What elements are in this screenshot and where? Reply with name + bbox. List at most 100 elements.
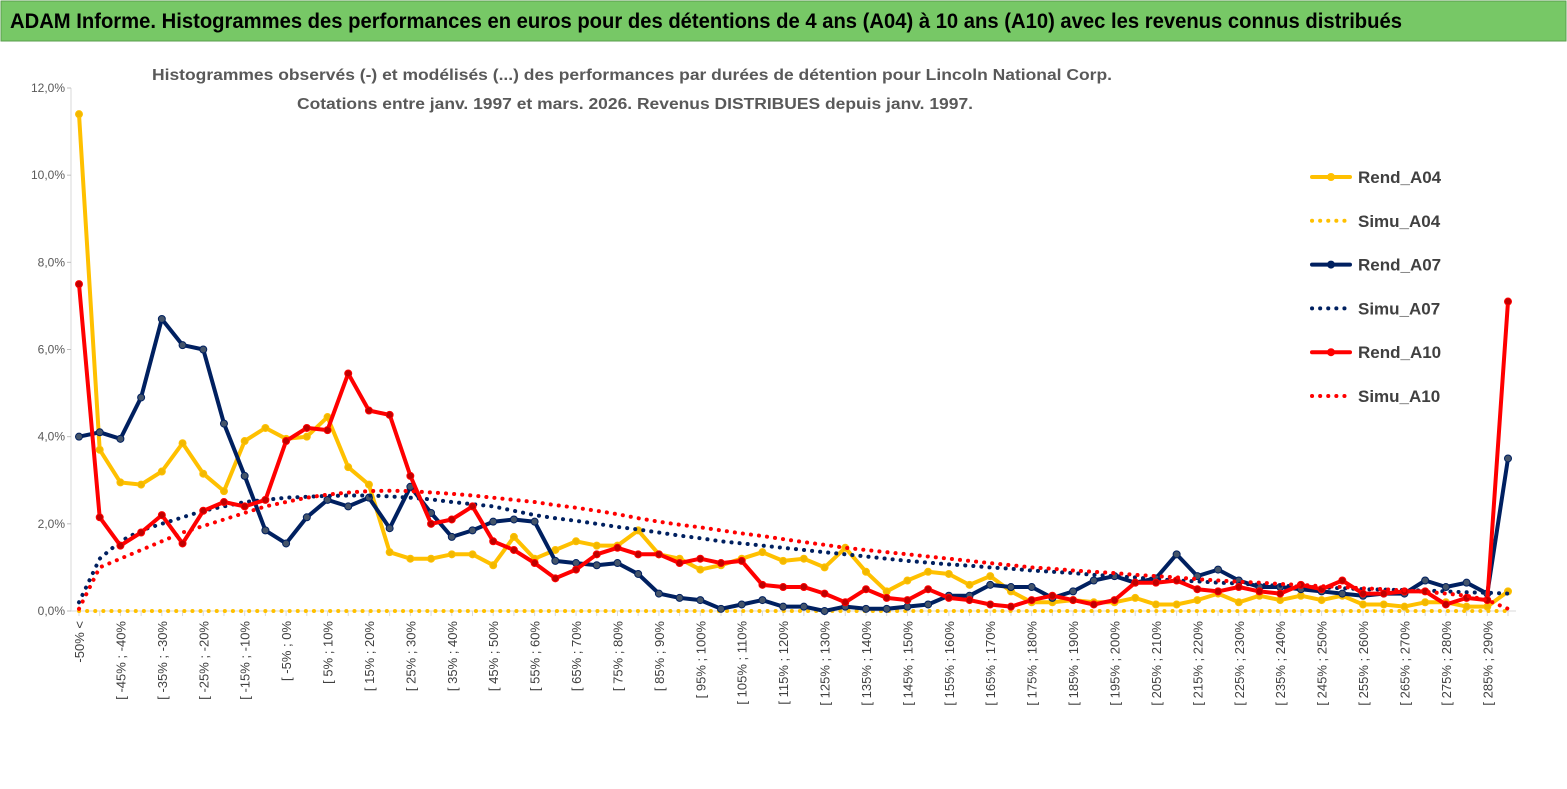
point (344, 463, 353, 472)
x-tick-label: -50% < (72, 621, 87, 663)
x-tick-label: [ 185% ; 190% (1066, 621, 1081, 706)
point (137, 393, 146, 402)
point (779, 556, 788, 565)
point (406, 554, 415, 563)
x-tick-label: [ 75% ; 80% (610, 621, 625, 692)
y-tick-label: 10,0% (31, 168, 65, 182)
point (1234, 598, 1243, 607)
point (1338, 576, 1347, 585)
point (199, 469, 208, 478)
y-tick-label: 6,0% (38, 343, 66, 357)
point (178, 439, 187, 448)
point (1276, 589, 1285, 598)
point (1317, 596, 1326, 605)
point (447, 550, 456, 559)
point (1048, 591, 1057, 600)
legend-label: Rend_A07 (1358, 256, 1441, 275)
point (178, 341, 187, 350)
x-tick-label: [ 205% ; 210% (1149, 621, 1164, 706)
point (758, 580, 767, 589)
point (882, 587, 891, 596)
point (1110, 596, 1119, 605)
point (157, 511, 166, 520)
point (261, 526, 270, 535)
point (572, 537, 581, 546)
point (116, 434, 125, 443)
point (364, 480, 373, 489)
point (199, 506, 208, 515)
x-tick-label: [ 55% ; 60% (528, 621, 543, 692)
point (1006, 602, 1015, 611)
point (1151, 578, 1160, 587)
legend-label: Simu_A04 (1358, 212, 1441, 231)
point (924, 567, 933, 576)
x-tick-label: [ 5% ; 10% (321, 621, 336, 684)
point (240, 502, 249, 511)
y-tick-label: 4,0% (38, 430, 66, 444)
point (986, 600, 995, 609)
point (592, 541, 601, 550)
point (302, 432, 311, 441)
point (820, 589, 829, 598)
point (199, 345, 208, 354)
x-tick-label: [ 95% ; 100% (693, 621, 708, 699)
point (323, 495, 332, 504)
point (137, 480, 146, 489)
point (1006, 583, 1015, 592)
point (903, 602, 912, 611)
point (157, 467, 166, 476)
point (95, 428, 104, 437)
point (95, 513, 104, 522)
point (1441, 583, 1450, 592)
header-title: ADAM Informe. Histogrammes des performan… (10, 10, 1402, 33)
point (75, 110, 83, 119)
point (344, 369, 353, 378)
point (592, 561, 601, 570)
y-tick-label: 8,0% (38, 255, 66, 269)
point (385, 548, 394, 557)
point (799, 602, 808, 611)
point (1400, 602, 1409, 611)
x-tick-label: [ 285% ; 290% (1480, 621, 1495, 706)
point (944, 593, 953, 602)
point (737, 556, 746, 565)
x-tick-label: [ 225% ; 230% (1232, 621, 1247, 706)
x-tick-label: [ 85% ; 90% (652, 621, 667, 692)
point (447, 532, 456, 541)
point (820, 563, 829, 572)
point (75, 432, 83, 441)
point (1089, 600, 1098, 609)
legend-label: Rend_A10 (1358, 343, 1441, 362)
x-tick-label: [ 135% ; 140% (859, 621, 874, 706)
point (219, 419, 228, 428)
point (572, 565, 581, 574)
point (447, 515, 456, 524)
x-tick-label: [ 275% ; 280% (1439, 621, 1454, 706)
point (613, 559, 622, 568)
point (282, 539, 291, 548)
point (1441, 600, 1450, 609)
point (1193, 596, 1202, 605)
point (1504, 297, 1512, 306)
point (717, 604, 726, 613)
point (551, 545, 560, 554)
point (116, 478, 125, 487)
x-tick-label: [ 195% ; 200% (1108, 621, 1123, 706)
point (1089, 576, 1098, 585)
point (717, 559, 726, 568)
point (240, 471, 249, 480)
point (530, 517, 539, 526)
point (406, 471, 415, 480)
point (1193, 585, 1202, 594)
point (737, 600, 746, 609)
point (1214, 565, 1223, 574)
point (861, 604, 870, 613)
x-tick-label: [ 65% ; 70% (569, 621, 584, 692)
point (861, 567, 870, 576)
legend-marker (1327, 348, 1335, 357)
point (302, 423, 311, 432)
point (1462, 602, 1471, 611)
point (261, 495, 270, 504)
point (302, 513, 311, 522)
